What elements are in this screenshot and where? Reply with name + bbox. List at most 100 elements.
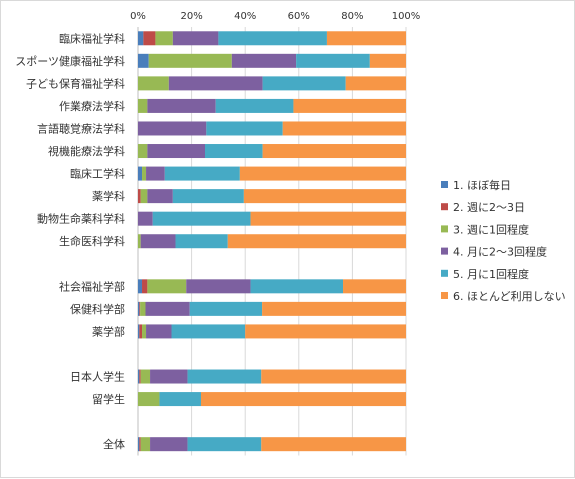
bar-segment [215,98,294,113]
bar-segment [159,392,201,407]
bar-segment [139,369,141,384]
bar-segment [175,234,228,249]
category-label: 臨床工学科 [70,167,125,181]
bar-segment [138,53,149,68]
legend-swatch [441,247,448,255]
bar-segment [138,166,143,181]
bar-segment [140,437,151,452]
bar-segment [326,31,406,46]
bar-segment [142,324,147,339]
bar-segment [245,324,406,339]
y-axis-categories: 臨床福祉学科スポーツ健康福祉学科子ども保育福祉学科作業療法学科言語聴覚療法学科視… [15,31,125,451]
bar-segment [146,324,172,339]
bar-segment [243,189,406,204]
bar-segment [138,369,140,384]
x-tick-label: 0% [130,11,146,22]
category-label: 作業療法学科 [59,99,125,113]
bar-segment [138,121,207,136]
category-label: 日本人学生 [70,370,125,384]
bar-segment [187,369,262,384]
bar-segment [261,437,406,452]
bar-segment [250,279,344,294]
x-axis-ticks: 0% 20% 40% 60% 80% 100% [130,11,420,22]
bar-segment [139,301,141,316]
category-label: スポーツ健康福祉学科 [15,54,125,68]
bar-segment [231,53,297,68]
bar-segment [140,301,146,316]
legend-swatch [441,181,448,188]
bar-segment [282,121,406,136]
x-tick-label: 20% [180,11,202,22]
legend-swatch [441,203,448,211]
x-tick-label: 60% [288,11,310,22]
bar-segment [168,76,263,91]
category-label: 視機能療法学科 [48,144,125,158]
bar-segment [189,301,263,316]
category-label: 薬学科 [92,189,125,203]
bar-segment [140,234,176,249]
category-label: 生命医科学科 [59,234,125,248]
legend-entry: 6. ほとんど利用しない [453,290,566,303]
bar-segment [138,301,140,316]
bar-segment [138,31,144,46]
bar-segment [139,324,143,339]
x-tick-label: 40% [234,11,256,22]
bar-segment [140,189,148,204]
bar-segment [138,98,148,113]
category-label: 言語聴覚療法学科 [37,121,125,135]
bar-segment [186,279,251,294]
bar-segment [150,437,188,452]
bar-segment [145,301,190,316]
bars [138,31,406,452]
bar-segment [146,166,165,181]
x-tick-label: 100% [392,11,421,22]
bar-segment [138,211,153,226]
bar-segment [293,98,406,113]
bar-segment [261,369,406,384]
bar-segment [206,121,283,136]
legend-entry: 3. 週に1回程度 [453,222,529,236]
category-label: 全体 [103,437,125,451]
bar-segment [218,31,327,46]
bar-segment [147,144,205,159]
category-label: 子ども保育福祉学科 [26,76,125,90]
bar-segment [164,166,240,181]
bar-segment [150,369,188,384]
bar-segment [296,53,370,68]
legend-swatch [441,269,448,277]
bar-segment [262,144,406,159]
x-tick-label: 80% [341,11,363,22]
legend-entry: 4. 月に2～3回程度 [453,245,547,259]
bar-segment [138,392,160,407]
bar-segment [239,166,406,181]
bar-segment [142,279,148,294]
bar-segment [138,279,143,294]
category-label: 保健科学部 [70,302,125,316]
bar-segment [369,53,406,68]
bar-segment [345,76,406,91]
legend-entry: 2. 週に2～3日 [453,201,525,214]
legend-entry: 5. 月に1回程度 [453,267,529,281]
bar-segment [227,234,406,249]
bar-segment [343,279,406,294]
bar-segment [187,437,262,452]
bar-segment [143,31,156,46]
category-label: 社会福祉学部 [59,279,125,293]
bar-segment [147,98,216,113]
legend-swatch [441,292,448,299]
bar-segment [138,234,141,249]
bar-segment [172,189,244,204]
bar-segment [138,437,140,452]
bar-segment [200,392,406,407]
bar-segment [142,166,147,181]
category-label: 臨床福祉学科 [59,31,125,45]
bar-segment [138,144,148,159]
bar-segment [139,437,141,452]
legend-swatch [441,225,448,233]
category-label: 動物生命薬科学科 [37,212,125,226]
bar-segment [262,76,346,91]
bar-segment [172,31,219,46]
bar-segment [171,324,246,339]
bar-segment [205,144,263,159]
